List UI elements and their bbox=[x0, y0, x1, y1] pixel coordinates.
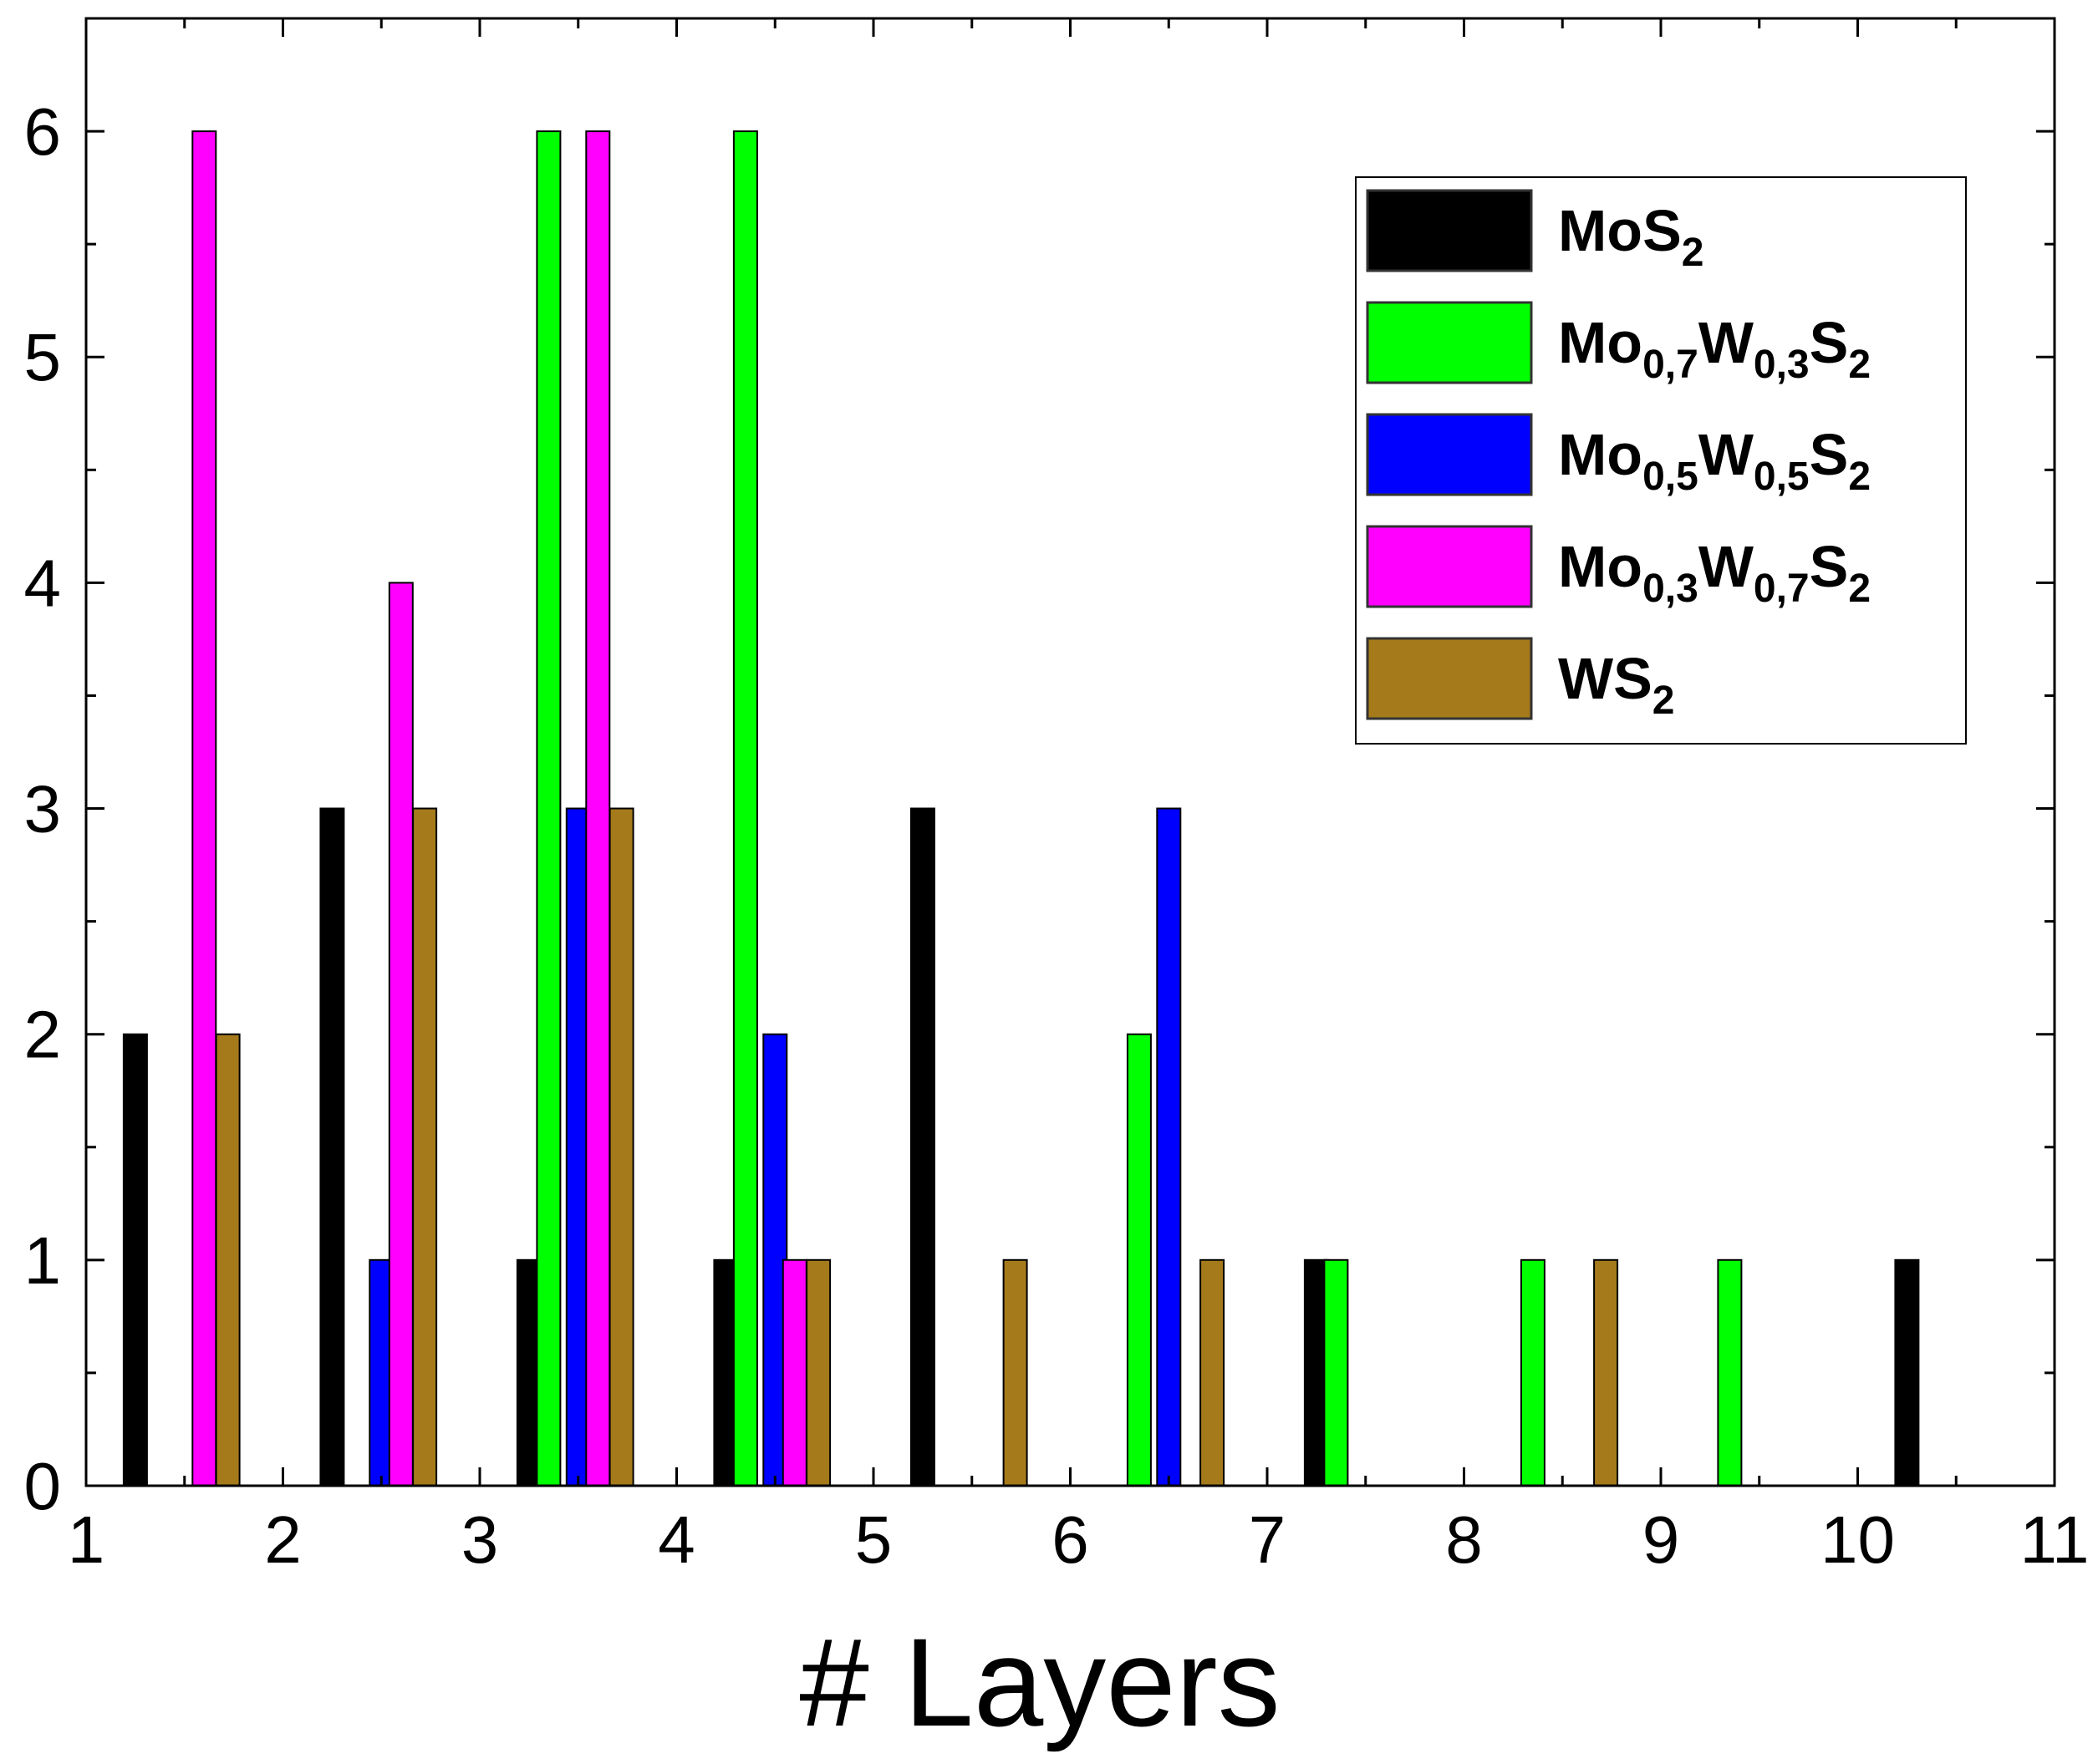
bar-series2-3 bbox=[1156, 807, 1182, 1487]
bar-series4-5 bbox=[1199, 1258, 1225, 1487]
bar-series1-2 bbox=[1126, 1033, 1152, 1487]
bar-series4-3 bbox=[806, 1258, 832, 1487]
y-tick-label: 0 bbox=[24, 1449, 62, 1523]
bar-series1-3 bbox=[1323, 1258, 1349, 1487]
bar-series3-3 bbox=[782, 1258, 807, 1487]
x-tick-label: 5 bbox=[855, 1502, 893, 1577]
bar-series1-0 bbox=[536, 130, 562, 1487]
bar-series3-1 bbox=[388, 582, 414, 1487]
legend-label: Mo0,7W0,3S2 bbox=[1558, 310, 1871, 387]
x-tick-label: 1 bbox=[68, 1502, 105, 1577]
legend-label: MoS2 bbox=[1558, 198, 1703, 275]
bar-series1-1 bbox=[732, 130, 758, 1487]
x-tick-label: 9 bbox=[1642, 1502, 1680, 1577]
bar-series4-0 bbox=[215, 1033, 241, 1487]
legend-label: Mo0,5W0,5S2 bbox=[1558, 422, 1871, 499]
y-tick-label: 5 bbox=[24, 320, 62, 394]
legend-swatch bbox=[1366, 413, 1533, 496]
x-tick-label: 10 bbox=[1820, 1502, 1895, 1577]
y-tick-label: 3 bbox=[24, 772, 62, 846]
bar-series0-0 bbox=[122, 1033, 148, 1487]
bar-series4-4 bbox=[1002, 1258, 1028, 1487]
bar-series0-6 bbox=[1894, 1258, 1920, 1487]
x-tick-label: 8 bbox=[1445, 1502, 1483, 1577]
y-tick-label: 4 bbox=[24, 546, 62, 620]
x-tick-label: 3 bbox=[461, 1502, 499, 1577]
x-tick-label: 6 bbox=[1052, 1502, 1089, 1577]
bar-series1-5 bbox=[1717, 1258, 1743, 1487]
x-tick-label: 2 bbox=[264, 1502, 302, 1577]
x-axis-title: # Layers bbox=[799, 1612, 1280, 1752]
legend-swatch bbox=[1366, 301, 1533, 384]
bar-series4-6 bbox=[1593, 1258, 1619, 1487]
bar-series1-4 bbox=[1520, 1258, 1545, 1487]
x-tick-label: 11 bbox=[2019, 1502, 2089, 1577]
legend-swatch bbox=[1366, 637, 1533, 720]
legend: MoS2 Mo0,7W0,3S2 Mo0,5W0,5S2 Mo0,3W0,7S2 WS2 bbox=[1355, 176, 1967, 745]
x-tick-label: 7 bbox=[1249, 1502, 1286, 1577]
y-tick-label: 2 bbox=[24, 998, 62, 1072]
legend-swatch bbox=[1366, 525, 1533, 608]
legend-label: WS2 bbox=[1558, 646, 1674, 723]
y-tick-label: 1 bbox=[24, 1223, 62, 1298]
bar-series4-1 bbox=[412, 807, 438, 1487]
legend-label: Mo0,3W0,7S2 bbox=[1558, 534, 1871, 611]
x-tick-label: 4 bbox=[658, 1502, 695, 1577]
y-tick-label: 6 bbox=[24, 94, 62, 169]
legend-swatch bbox=[1366, 189, 1533, 272]
bar-series0-4 bbox=[909, 807, 935, 1487]
bar-series3-0 bbox=[191, 130, 217, 1487]
bar-series0-1 bbox=[319, 807, 345, 1487]
bar-series3-2 bbox=[585, 130, 611, 1487]
bar-series4-2 bbox=[609, 807, 634, 1487]
